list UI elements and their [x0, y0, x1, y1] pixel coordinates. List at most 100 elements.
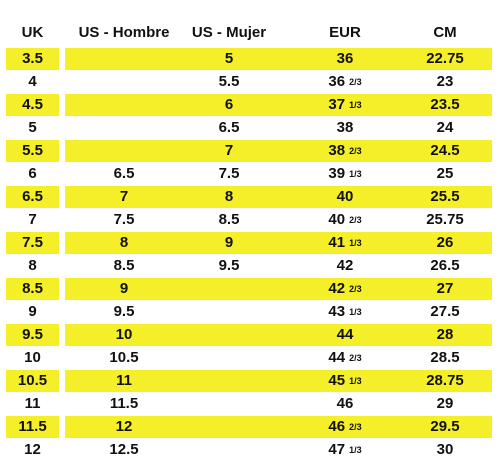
- table-row: 7.5 8 9 41 1/3 26: [0, 232, 500, 254]
- cell-cm: 24.5: [430, 142, 460, 159]
- eur-value: 38: [336, 119, 354, 136]
- table-row: 4.5 6 37 1/3 23.5: [0, 94, 500, 116]
- cell-uk: 4: [28, 73, 37, 90]
- cell-us-hombre: [72, 71, 176, 93]
- cell-cm: 28: [436, 326, 454, 343]
- cell-uk: 5.5: [22, 142, 43, 159]
- cell-us-mujer: [180, 347, 278, 369]
- eur-fraction: 1/3: [349, 445, 362, 455]
- cell-us-hombre: 12: [115, 418, 133, 435]
- cell-uk: 8.5: [22, 280, 43, 297]
- cell-us-hombre: [72, 140, 176, 162]
- eur-value: 44: [336, 326, 354, 343]
- cell-eur: 46 2/3: [288, 416, 402, 438]
- eur-fraction: 2/3: [349, 146, 362, 156]
- row-highlight-uk: [6, 416, 59, 438]
- eur-fraction: 1/3: [349, 100, 362, 110]
- cell-uk: 12: [24, 441, 41, 458]
- cell-us-hombre: 12.5: [109, 441, 139, 458]
- cell-us-mujer: 9: [224, 234, 234, 251]
- cell-us-hombre: 10: [115, 326, 133, 343]
- eur-value: 39: [328, 165, 346, 182]
- table-row: 12 12.5 47 1/3 30: [0, 439, 500, 461]
- row-highlight-main: [65, 94, 492, 116]
- row-highlight-main: [65, 186, 492, 208]
- eur-fraction: 2/3: [349, 215, 362, 225]
- cell-us-mujer: 7: [224, 142, 234, 159]
- cell-uk: 11: [24, 395, 41, 412]
- cell-uk: 5: [28, 119, 37, 136]
- eur-value: 45: [328, 372, 346, 389]
- eur-value: 44: [328, 349, 346, 366]
- cell-uk: 10: [24, 349, 41, 366]
- table-row: 5.5 7 38 2/3 24.5: [0, 140, 500, 162]
- cell-cm: 30: [436, 441, 454, 458]
- eur-value: 46: [328, 418, 346, 435]
- cell-us-mujer: [180, 393, 278, 415]
- cell-cm: 22.75: [426, 50, 464, 67]
- cell-uk: 7: [28, 211, 37, 228]
- cell-eur: 44: [288, 324, 402, 346]
- cell-us-mujer: 5.5: [218, 73, 240, 90]
- row-highlight-uk: [6, 94, 59, 116]
- cell-uk: 11.5: [18, 418, 47, 435]
- cell-us-hombre: [72, 48, 176, 70]
- cell-eur: 36: [288, 48, 402, 70]
- row-highlight-main: [65, 48, 492, 70]
- cell-eur: 44 2/3: [288, 347, 402, 369]
- cell-cm: 25.5: [430, 188, 460, 205]
- table-row: 6.5 7 8 40 25.5: [0, 186, 500, 208]
- table-row: 10.5 11 45 1/3 28.75: [0, 370, 500, 392]
- table-row: 10 10.5 44 2/3 28.5: [0, 347, 500, 369]
- table-row: 7 7.5 8.5 40 2/3 25.75: [0, 209, 500, 231]
- cell-cm: 27.5: [430, 303, 460, 320]
- cell-us-hombre: 6.5: [113, 165, 135, 182]
- eur-value: 36: [336, 50, 354, 67]
- cell-us-hombre: 10.5: [109, 349, 139, 366]
- table-row: 3.5 5 36 22.75: [0, 48, 500, 70]
- cell-cm: 28.5: [430, 349, 460, 366]
- table-row: 11 11.5 46 29: [0, 393, 500, 415]
- cell-us-hombre: 9.5: [113, 303, 135, 320]
- eur-fraction: 1/3: [349, 376, 362, 386]
- cell-cm: 29.5: [430, 418, 460, 435]
- table-row: 9.5 10 44 28: [0, 324, 500, 346]
- cell-us-mujer: 8.5: [218, 211, 240, 228]
- cell-eur: 40: [288, 186, 402, 208]
- cell-eur: 43 1/3: [288, 301, 402, 323]
- eur-value: 43: [328, 303, 346, 320]
- cell-eur: 36 2/3: [288, 71, 402, 93]
- cell-uk: 6: [28, 165, 37, 182]
- cell-us-mujer: [180, 301, 278, 323]
- eur-fraction: 2/3: [349, 422, 362, 432]
- eur-value: 36: [328, 73, 346, 90]
- cell-cm: 26: [436, 234, 454, 251]
- cell-us-mujer: 6: [224, 96, 234, 113]
- cell-uk: 9: [28, 303, 37, 320]
- eur-value: 47: [328, 441, 346, 458]
- row-highlight-main: [65, 324, 492, 346]
- cell-us-mujer: 8: [224, 188, 234, 205]
- table-row: 8 8.5 9.5 42 26.5: [0, 255, 500, 277]
- eur-value: 42: [328, 280, 346, 297]
- table-row: 6 6.5 7.5 39 1/3 25: [0, 163, 500, 185]
- cell-us-hombre: 7.5: [113, 211, 135, 228]
- cell-eur: 39 1/3: [288, 163, 402, 185]
- cell-eur: 38 2/3: [288, 140, 402, 162]
- header-eur: EUR: [329, 24, 361, 41]
- header-uk: UK: [21, 24, 44, 41]
- cell-uk: 3.5: [22, 50, 43, 67]
- cell-us-mujer: 7.5: [218, 165, 240, 182]
- cell-uk: 10.5: [17, 372, 48, 389]
- cell-eur: 42 2/3: [288, 278, 402, 300]
- header-cm: CM: [433, 24, 457, 41]
- cell-uk: 4.5: [22, 96, 43, 113]
- cell-cm: 23: [436, 73, 454, 90]
- eur-fraction: 1/3: [349, 307, 362, 317]
- header-us-mujer: US - Mujer: [191, 24, 267, 41]
- row-highlight-main: [65, 370, 492, 392]
- eur-fraction: 1/3: [349, 169, 362, 179]
- eur-fraction: 1/3: [349, 238, 362, 248]
- cell-eur: 40 2/3: [288, 209, 402, 231]
- cell-uk: 8: [28, 257, 37, 274]
